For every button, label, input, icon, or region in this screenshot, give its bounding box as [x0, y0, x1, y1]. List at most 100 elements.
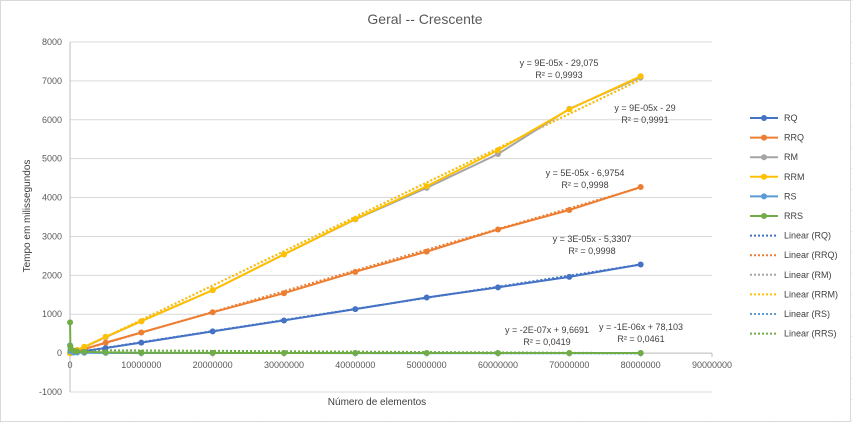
legend-item: Linear (RQ) [750, 231, 831, 241]
x-tick-label: 80000000 [621, 360, 661, 370]
trendline-r2-label: R² = 0,9998 [561, 180, 608, 190]
legend-item: Linear (RRQ) [750, 250, 838, 260]
data-point [281, 317, 287, 324]
x-tick-label: 40000000 [335, 360, 375, 370]
trendline-r2-label: R² = 0,9993 [535, 70, 582, 80]
legend-label: RRM [784, 172, 805, 182]
y-tick-label: 8000 [42, 37, 62, 47]
x-tick-label: 50000000 [407, 360, 447, 370]
legend-item: RS [750, 191, 797, 201]
data-point [423, 349, 430, 356]
legend-label: Linear (RQ) [784, 231, 831, 241]
legend-label: Linear (RRM) [784, 289, 838, 299]
x-tick-label: 10000000 [121, 360, 161, 370]
data-point [81, 348, 88, 355]
legend-swatch-marker [761, 115, 767, 121]
data-point [81, 343, 88, 350]
trendline-r2-label: R² = 0,9991 [621, 115, 668, 125]
legend-label: Linear (RRQ) [784, 250, 838, 260]
x-tick-label: 0 [67, 360, 72, 370]
data-point [566, 350, 573, 357]
legend-label: Linear (RS) [784, 309, 830, 319]
x-tick-label: 90000000 [692, 360, 732, 370]
legend-item: Linear (RM) [750, 270, 832, 280]
legend-label: RM [784, 152, 798, 162]
legend-label: Linear (RM) [784, 270, 832, 280]
legend-item: RRQ [750, 133, 804, 143]
legend-item: Linear (RRM) [750, 289, 838, 299]
legend-swatch-marker [761, 193, 767, 200]
y-tick-label: 1000 [42, 309, 62, 319]
data-point [281, 349, 287, 356]
legend-item: RRS [750, 211, 803, 221]
x-tick-label: 60000000 [478, 360, 518, 370]
data-point [138, 339, 145, 346]
legend-label: Linear (RRS) [784, 329, 837, 339]
legend-swatch-marker [761, 134, 767, 141]
data-point [637, 184, 644, 191]
x-tick-label: 30000000 [264, 360, 304, 370]
data-point [102, 333, 109, 340]
data-point [67, 319, 74, 326]
y-tick-label: 4000 [42, 193, 62, 203]
trendline-equation-label: y = -1E-06x + 78,103 [599, 322, 683, 332]
data-point [352, 306, 359, 313]
legend-swatch-marker [761, 213, 767, 219]
y-tick-label: 0 [57, 348, 62, 358]
data-point [102, 349, 109, 356]
legend-label: RRQ [784, 133, 804, 143]
legend-swatch-marker [761, 173, 767, 180]
legend-label: RQ [784, 113, 798, 123]
x-tick-label: 20000000 [193, 360, 233, 370]
legend-item: Linear (RRS) [750, 329, 837, 339]
data-point [566, 207, 573, 213]
data-point [423, 183, 430, 190]
trendline-r2-label: R² = 0,9998 [568, 246, 615, 256]
data-point [209, 309, 216, 316]
x-tick-label: 70000000 [549, 360, 589, 370]
data-point [423, 248, 430, 255]
trendline-r2-label: R² = 0,0461 [617, 334, 664, 344]
y-tick-label: 6000 [42, 115, 62, 125]
data-point [352, 349, 359, 356]
data-point [566, 106, 573, 113]
data-point [637, 73, 644, 80]
data-point [102, 339, 109, 346]
y-axis-title: Tempo em milissegundos [22, 160, 33, 273]
chart-title: Geral -- Crescente [367, 11, 482, 27]
trendline-equation-label: y = 5E-05x - 6,9754 [546, 168, 625, 178]
trendline-equation-label: y = 9E-05x - 29 [614, 103, 675, 113]
data-point [352, 215, 359, 222]
x-axis-title: Número de elementos [328, 397, 426, 408]
legend-item: Linear (RS) [750, 309, 830, 319]
data-point [352, 268, 359, 275]
data-point [138, 318, 145, 325]
data-point [74, 348, 81, 355]
data-point [637, 261, 644, 268]
data-point [281, 290, 287, 297]
trendline-equation-label: y = 3E-05x - 5,3307 [553, 234, 632, 244]
data-point [102, 345, 109, 352]
data-point [138, 349, 145, 356]
data-point [138, 329, 145, 336]
legend-item: RQ [750, 113, 798, 123]
y-tick-label: 7000 [42, 76, 62, 86]
y-tick-label: 3000 [42, 231, 62, 241]
legend-item: RRM [750, 172, 805, 182]
y-tick-label: 5000 [42, 154, 62, 164]
y-tick-label: -1000 [39, 387, 62, 397]
data-point [495, 350, 501, 357]
data-point [495, 284, 501, 291]
trendline-equation-label: y = 9E-05x - 29,075 [520, 58, 599, 68]
data-point [209, 287, 216, 294]
data-point [423, 294, 430, 301]
data-point [495, 147, 501, 154]
y-tick-label: 2000 [42, 270, 62, 280]
legend-item: RM [750, 152, 798, 162]
data-point [209, 328, 216, 335]
trendline-equation-label: y = -2E-07x + 9,6691 [505, 325, 589, 335]
data-point [281, 251, 287, 258]
data-point [566, 273, 573, 280]
